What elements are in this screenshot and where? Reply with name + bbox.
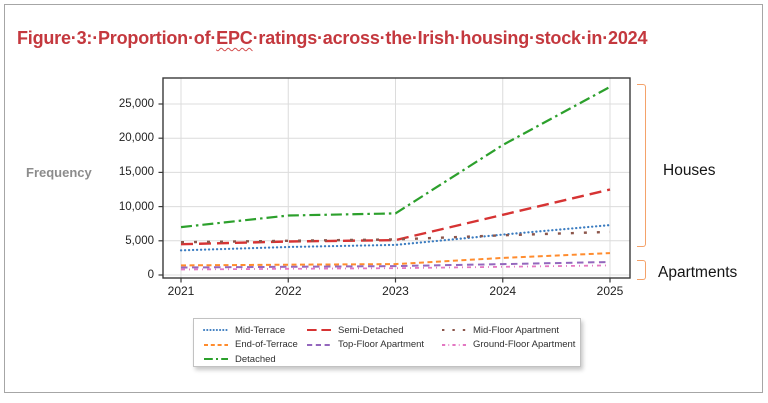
legend-label: Ground-Floor Apartment [473, 339, 576, 350]
legend-swatch-top-floor-apartment [307, 343, 331, 346]
legend-label: Mid-Terrace [235, 324, 286, 336]
legend-swatch-mid-floor-apartment [442, 329, 466, 331]
houses-bracket [637, 84, 646, 247]
legend-swatch-end-of-terrace [204, 343, 228, 346]
legend-label: Top-Floor Apartment [338, 339, 425, 350]
apartments-bracket [637, 260, 646, 280]
series-line-end-of-terrace [180, 252, 611, 267]
figure-title-prefix: Figure·3:·Proportion·of· [17, 28, 217, 48]
legend-item-mid-floor-apartment: Mid-Floor Apartment [441, 323, 559, 337]
x-tick-label: 2021 [167, 284, 195, 298]
legend-item-ground-floor-apartment: Ground-Floor Apartment [441, 338, 575, 352]
x-tick-label: 2022 [274, 284, 302, 298]
x-tick-label: 2023 [382, 284, 409, 298]
series-line-top-floor-apartment [180, 261, 611, 269]
legend-item-end-of-terrace: End-of-Terrace [203, 338, 298, 352]
y-tick-label: 5,000 [125, 234, 154, 247]
y-tick-label: 0 [147, 269, 154, 281]
plot-border [162, 77, 631, 279]
chart-legend: Mid-Terrace End-of-Terrace Detached Semi-De… [193, 318, 581, 367]
series-line-detached [180, 85, 611, 229]
legend-swatch-detached [204, 358, 228, 360]
x-tick-label: 2024 [489, 284, 517, 298]
legend-label: Detached [235, 353, 276, 365]
houses-label: Houses [663, 162, 716, 179]
legend-item-detached: Detached [203, 352, 276, 366]
legend-swatch-mid-terrace [203, 329, 229, 331]
y-tick-label: 15,000 [118, 166, 154, 179]
x-tick-label: 2025 [596, 284, 624, 298]
line-chart [158, 77, 631, 283]
legend-label: End-of-Terrace [235, 339, 298, 350]
series-line-semi-detached [180, 188, 611, 246]
legend-swatch-semi-detached [307, 329, 331, 331]
legend-label: Semi-Detached [338, 324, 404, 336]
figure-title-suffix: ·ratings·across·the·Irish·housing·stock·… [252, 28, 648, 48]
legend-swatch-ground-floor-apartment [442, 343, 466, 346]
legend-label: Mid-Floor Apartment [473, 324, 560, 336]
y-axis-label: Frequency [26, 165, 92, 180]
figure-title: Figure·3:·Proportion·of·EPC·ratings·acro… [17, 28, 757, 49]
apartments-label: Apartments [658, 264, 738, 281]
y-tick-label: 20,000 [118, 132, 154, 145]
legend-item-semi-detached: Semi-Detached [306, 323, 403, 337]
epc-word-misspelled: EPC [216, 28, 253, 48]
legend-item-mid-terrace: Mid-Terrace [203, 323, 285, 337]
y-tick-label: 10,000 [118, 200, 154, 213]
legend-item-top-floor-apartment: Top-Floor Apartment [306, 338, 424, 352]
series-line-mid-terrace [179, 224, 612, 252]
y-tick-label: 25,000 [118, 98, 154, 110]
